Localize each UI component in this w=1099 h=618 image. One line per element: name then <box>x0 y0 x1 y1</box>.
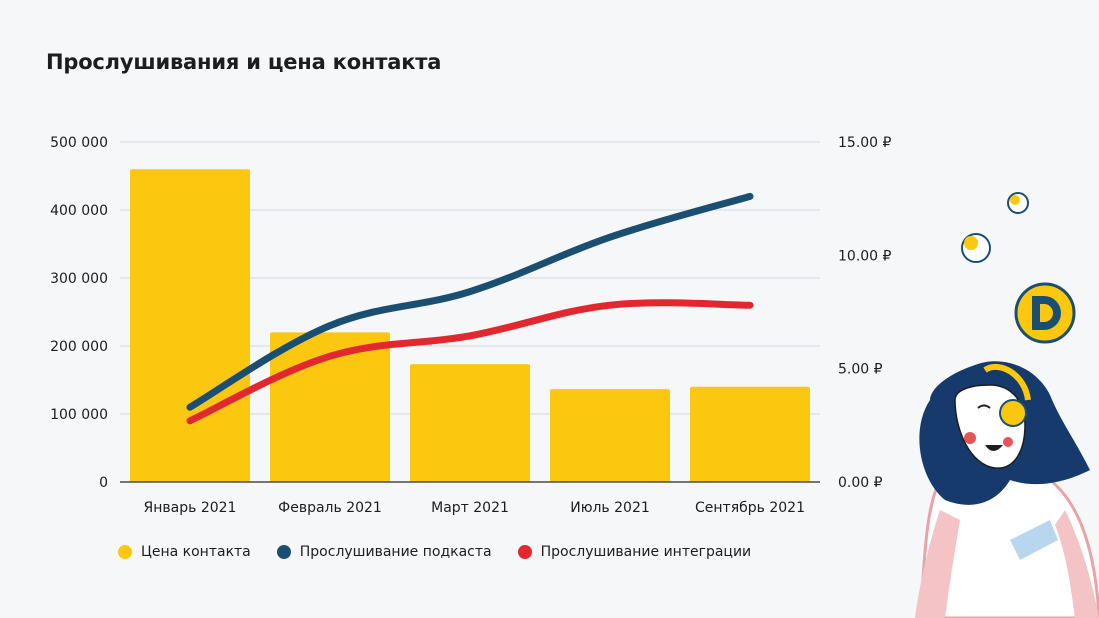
legend-item-bar: Цена контакта <box>118 544 251 560</box>
legend-label-podcast: Прослушивание подкаста <box>299 544 492 560</box>
bar <box>550 389 670 482</box>
bar <box>690 386 810 482</box>
line-podcast <box>186 192 754 411</box>
chart-title: Прослушивания и цена контакта <box>46 50 442 74</box>
y-left-tick-label: 500 000 <box>50 135 108 151</box>
y-left-tick-label: 0 <box>99 475 108 491</box>
legend-dot-podcast <box>276 545 291 559</box>
legend-label-integration: Прослушивание интеграции <box>540 544 752 560</box>
legend-item-integration: Прослушивание интеграции <box>517 544 752 560</box>
y-right-tick-label: 5.00 ₽ <box>838 362 883 378</box>
x-tick-label: Февраль 2021 <box>278 500 382 516</box>
y-left-tick-label: 400 000 <box>50 203 108 219</box>
bar <box>130 169 250 482</box>
headphones-icon <box>983 363 1031 427</box>
y-right-tick-label: 0.00 ₽ <box>838 475 883 491</box>
chart-legend: Цена контакта Прослушивание подкаста Про… <box>118 544 777 560</box>
girl-headphones-illustration <box>915 192 1099 618</box>
coin-small-icon <box>1007 192 1029 214</box>
legend-dot-integration <box>517 545 532 559</box>
bar <box>410 364 530 482</box>
x-tick-label: Январь 2021 <box>144 500 237 516</box>
x-tick-label: Март 2021 <box>431 500 509 516</box>
coin-d-icon <box>1014 282 1076 344</box>
y-left-tick-label: 200 000 <box>50 339 108 355</box>
line-integration <box>186 299 754 425</box>
y-left-tick-label: 100 000 <box>50 407 108 423</box>
legend-item-podcast: Прослушивание подкаста <box>276 544 492 560</box>
coin-medium-icon <box>961 233 991 263</box>
legend-dot-bar <box>118 545 132 559</box>
y-right-tick-label: 10.00 ₽ <box>838 248 892 264</box>
y-left-tick-label: 300 000 <box>50 271 108 287</box>
x-tick-label: Июль 2021 <box>570 500 650 516</box>
y-right-tick-label: 15.00 ₽ <box>838 135 892 151</box>
x-tick-label: Сентябрь 2021 <box>695 500 805 516</box>
legend-label-bar: Цена контакта <box>141 544 251 560</box>
